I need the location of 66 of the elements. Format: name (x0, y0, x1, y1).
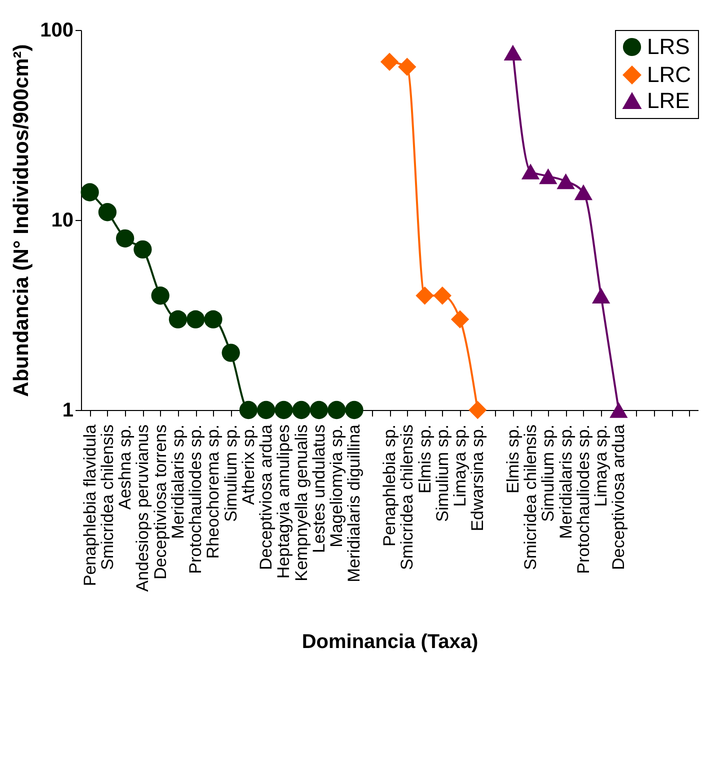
point (116, 229, 134, 248)
point (274, 400, 293, 420)
point (345, 400, 364, 420)
x-tick-label: Kempnyella genualis (292, 424, 311, 582)
point (186, 310, 205, 328)
point (574, 184, 592, 200)
legend-label: LRS (647, 34, 690, 59)
x-tick-label: Deceptiviosa torrens (150, 424, 170, 580)
x-tick-label: Smicridea chilensis (398, 424, 417, 570)
point (328, 400, 346, 420)
point (239, 400, 258, 420)
x-axis-title: Dominancia (Taxa) (302, 630, 478, 653)
point (521, 164, 540, 180)
x-tick-label: Simulium sp. (538, 424, 558, 522)
x-tick-label: Heptagyia annulipes (274, 424, 294, 579)
x-tick-label: Limaya sp. (592, 424, 611, 507)
y-tick-label: 10 (51, 210, 74, 232)
x-tick-label: Penaphlebia flavidula (80, 424, 100, 586)
x-tick-label: Rheochorema sp. (204, 424, 223, 559)
legend-label: LRC (647, 62, 692, 87)
point (468, 400, 487, 420)
y-tick-label: 1 (62, 400, 74, 422)
legend-label: LRE (647, 88, 690, 113)
x-tick-label: Simulium sp. (432, 424, 452, 522)
y-tick-label: 100 (40, 20, 74, 42)
x-tick-label: Deceptiviosa ardua (256, 424, 276, 570)
x-tick-label: Penaphlebia sp. (380, 424, 399, 546)
x-tick-label: Meridialaris sp. (168, 424, 188, 539)
point (151, 286, 170, 305)
x-tick-label: Meridialaris diguillina (344, 424, 364, 582)
x-tick-label: Protochauliodes sp. (574, 424, 593, 574)
point (310, 400, 328, 420)
point (80, 183, 99, 202)
point (98, 203, 117, 222)
point (292, 400, 310, 420)
x-tick-label: Andesiops peruvianus (133, 424, 152, 592)
x-tick-label: Smicridea chilensis (98, 424, 117, 570)
point (504, 44, 522, 61)
x-tick-label: Edwarsina sp. (468, 424, 488, 532)
point (556, 173, 575, 190)
x-tick-label: Protochauliodes sp. (186, 424, 206, 574)
y-axis-title: Abundancia (N° Individuos/900cm²) (10, 44, 34, 397)
x-tick-label: Elmis sp. (503, 424, 522, 494)
point (592, 288, 610, 304)
point (380, 52, 399, 71)
x-tick-label: Lestes undulatus (309, 424, 328, 554)
point (257, 400, 276, 420)
point (610, 402, 628, 418)
point (450, 310, 470, 328)
x-tick-label: Smicridea chilensis (521, 424, 540, 570)
point (539, 168, 558, 184)
point (416, 286, 434, 305)
x-tick-label: Atherix sp. (238, 424, 258, 505)
x-tick-label: Aeshna sp. (116, 424, 135, 510)
x-tick-label: Limaya sp. (450, 424, 470, 507)
point (168, 310, 188, 328)
point (398, 58, 416, 76)
x-tick-label: Meridialaris sp. (556, 424, 576, 539)
point (134, 240, 152, 258)
x-tick-label: Simulium sp. (221, 424, 240, 522)
point (222, 344, 240, 362)
x-tick-label: Mageliomyia sp. (327, 424, 346, 548)
x-tick-label: Elmis sp. (415, 424, 434, 494)
x-tick-label: Deceptiviosa ardua (609, 424, 628, 570)
point (204, 310, 222, 328)
point (433, 286, 452, 305)
